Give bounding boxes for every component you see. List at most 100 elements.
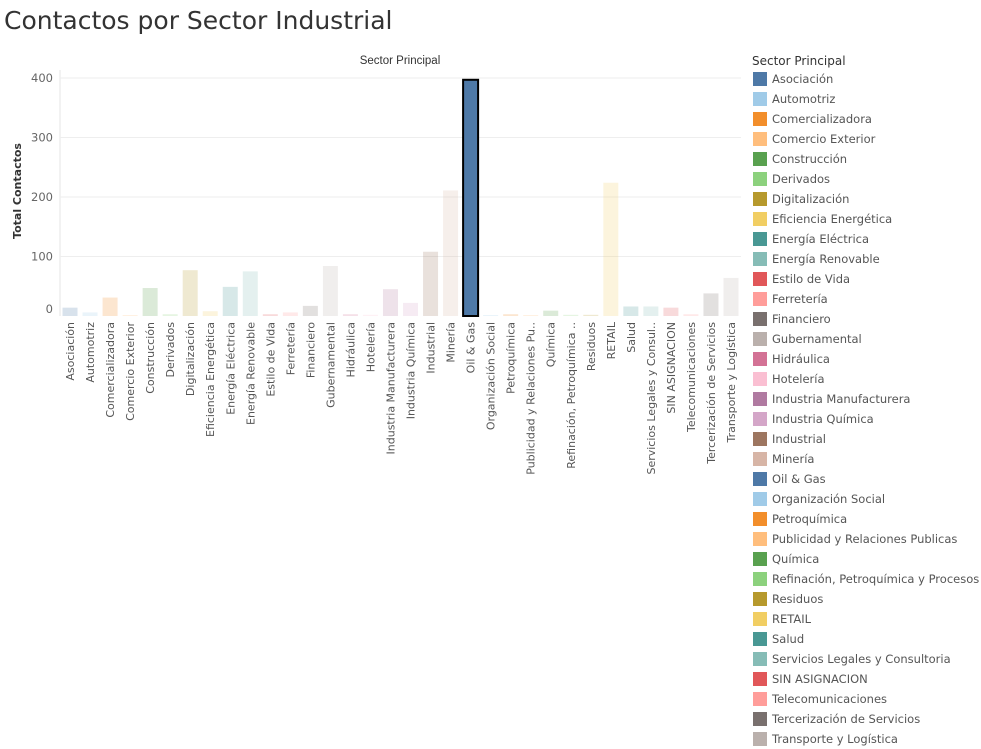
bar[interactable] bbox=[142, 288, 158, 316]
bar[interactable] bbox=[583, 314, 599, 316]
legend-swatch bbox=[753, 312, 767, 326]
bar[interactable] bbox=[723, 277, 739, 316]
bar[interactable] bbox=[483, 315, 499, 316]
legend-item[interactable]: Digitalización bbox=[752, 189, 981, 209]
legend-item[interactable]: Comercializadora bbox=[752, 109, 981, 129]
legend-label: Gubernamental bbox=[772, 332, 862, 346]
bar[interactable] bbox=[443, 190, 459, 316]
legend-item[interactable]: Hidráulica bbox=[752, 349, 981, 369]
legend-item[interactable]: Industria Manufacturera bbox=[752, 389, 981, 409]
y-tick-label: 100 bbox=[31, 250, 53, 264]
legend-item[interactable]: Salud bbox=[752, 629, 981, 649]
legend-item[interactable]: Industria Química bbox=[752, 409, 981, 429]
legend-swatch bbox=[753, 152, 767, 166]
legend-label: Comercializadora bbox=[772, 112, 872, 126]
bar[interactable] bbox=[462, 78, 480, 317]
bar[interactable] bbox=[62, 307, 78, 316]
legend-item[interactable]: Ferretería bbox=[752, 289, 981, 309]
legend-item[interactable]: Servicios Legales y Consultoria bbox=[752, 649, 981, 669]
bar[interactable] bbox=[162, 314, 178, 316]
x-tick-label: Telecomunicaciones bbox=[685, 322, 698, 433]
legend-item[interactable]: Asociación bbox=[752, 69, 981, 89]
legend-item[interactable]: Comercio Exterior bbox=[752, 129, 981, 149]
legend-label: Minería bbox=[772, 452, 815, 466]
legend-label: Industria Manufacturera bbox=[772, 392, 911, 406]
legend-item[interactable]: Telecomunicaciones bbox=[752, 689, 981, 709]
legend-item[interactable]: Gubernamental bbox=[752, 329, 981, 349]
bar[interactable] bbox=[543, 310, 559, 316]
bar[interactable] bbox=[182, 270, 198, 316]
y-tick-label: 200 bbox=[31, 190, 53, 204]
bar[interactable] bbox=[242, 271, 258, 316]
legend-item[interactable]: Transporte y Logística bbox=[752, 729, 981, 749]
bar[interactable] bbox=[122, 315, 138, 316]
legend-label: Telecomunicaciones bbox=[772, 692, 888, 706]
x-tick-label: Construcción bbox=[144, 322, 157, 394]
legend-item[interactable]: Energía Eléctrica bbox=[752, 229, 981, 249]
legend-item[interactable]: Oil & Gas bbox=[752, 469, 981, 489]
legend-item[interactable]: Estilo de Vida bbox=[752, 269, 981, 289]
bar[interactable] bbox=[403, 302, 419, 316]
x-tick-label: Tercerización de Servicios bbox=[705, 322, 718, 465]
legend-item[interactable]: Refinación, Petroquímica y Procesos bbox=[752, 569, 981, 589]
bar[interactable] bbox=[683, 314, 699, 316]
legend-item[interactable]: RETAIL bbox=[752, 609, 981, 629]
legend-swatch bbox=[753, 72, 767, 86]
x-tick-label: Hidráulica bbox=[344, 322, 357, 377]
legend-label: SIN ASIGNACION bbox=[772, 672, 868, 686]
bar[interactable] bbox=[302, 305, 318, 316]
legend-item[interactable]: Derivados bbox=[752, 169, 981, 189]
legend-item[interactable]: Petroquímica bbox=[752, 509, 981, 529]
legend-item[interactable]: Construcción bbox=[752, 149, 981, 169]
bar[interactable] bbox=[362, 314, 378, 316]
legend-item[interactable]: Minería bbox=[752, 449, 981, 469]
bar[interactable] bbox=[703, 293, 719, 316]
legend-item[interactable]: Hotelería bbox=[752, 369, 981, 389]
x-tick-label: Automotriz bbox=[84, 322, 97, 383]
legend-item[interactable]: Organización Social bbox=[752, 489, 981, 509]
legend-item[interactable]: Industrial bbox=[752, 429, 981, 449]
bar[interactable] bbox=[623, 306, 639, 316]
legend-item[interactable]: Automotriz bbox=[752, 89, 981, 109]
legend-swatch bbox=[753, 452, 767, 466]
x-tick-label: Petroquímica bbox=[505, 322, 518, 394]
legend-label: Química bbox=[772, 552, 820, 566]
x-tick-label: Publicidad y Relaciones Pu.. bbox=[525, 322, 538, 475]
legend-item[interactable]: Eficiencia Energética bbox=[752, 209, 981, 229]
legend-item[interactable]: Tercerización de Servicios bbox=[752, 709, 981, 729]
bar[interactable] bbox=[643, 306, 659, 316]
bar[interactable] bbox=[202, 311, 218, 316]
bar[interactable] bbox=[563, 314, 579, 316]
legend-item[interactable]: Química bbox=[752, 549, 981, 569]
legend-label: Tercerización de Servicios bbox=[772, 712, 921, 726]
bar[interactable] bbox=[423, 251, 439, 316]
y-axis-label: Total Contactos bbox=[11, 143, 24, 239]
bar[interactable] bbox=[603, 182, 619, 316]
bar[interactable] bbox=[82, 312, 98, 316]
legend-item[interactable]: Energía Renovable bbox=[752, 249, 981, 269]
bar[interactable] bbox=[222, 286, 238, 316]
legend-item[interactable]: SIN ASIGNACION bbox=[752, 669, 981, 689]
legend-item[interactable]: Publicidad y Relaciones Publicas bbox=[752, 529, 981, 549]
bar[interactable] bbox=[342, 314, 358, 316]
bar[interactable] bbox=[102, 297, 118, 316]
bar[interactable] bbox=[663, 307, 679, 316]
legend-label: Hotelería bbox=[772, 372, 825, 386]
bar[interactable] bbox=[523, 315, 539, 316]
legend-label: Derivados bbox=[772, 172, 831, 186]
x-tick-label: Digitalización bbox=[184, 322, 197, 396]
x-tick-label: Industria Manufacturera bbox=[384, 322, 397, 454]
legend-title: Sector Principal bbox=[752, 54, 846, 68]
bar[interactable] bbox=[322, 266, 338, 316]
bar[interactable] bbox=[282, 312, 298, 316]
legend-item[interactable]: Residuos bbox=[752, 589, 981, 609]
bar[interactable] bbox=[382, 289, 398, 316]
legend-swatch bbox=[753, 352, 767, 366]
bar[interactable] bbox=[503, 314, 519, 316]
legend-label: Eficiencia Energética bbox=[772, 212, 893, 226]
bar[interactable] bbox=[262, 314, 278, 316]
legend-label: RETAIL bbox=[772, 612, 812, 626]
legend-label: Publicidad y Relaciones Publicas bbox=[772, 532, 958, 546]
legend-item[interactable]: Financiero bbox=[752, 309, 981, 329]
bar-chart: 0 100 200 300 400 Asociación Automotriz Comerc… bbox=[11, 55, 741, 475]
